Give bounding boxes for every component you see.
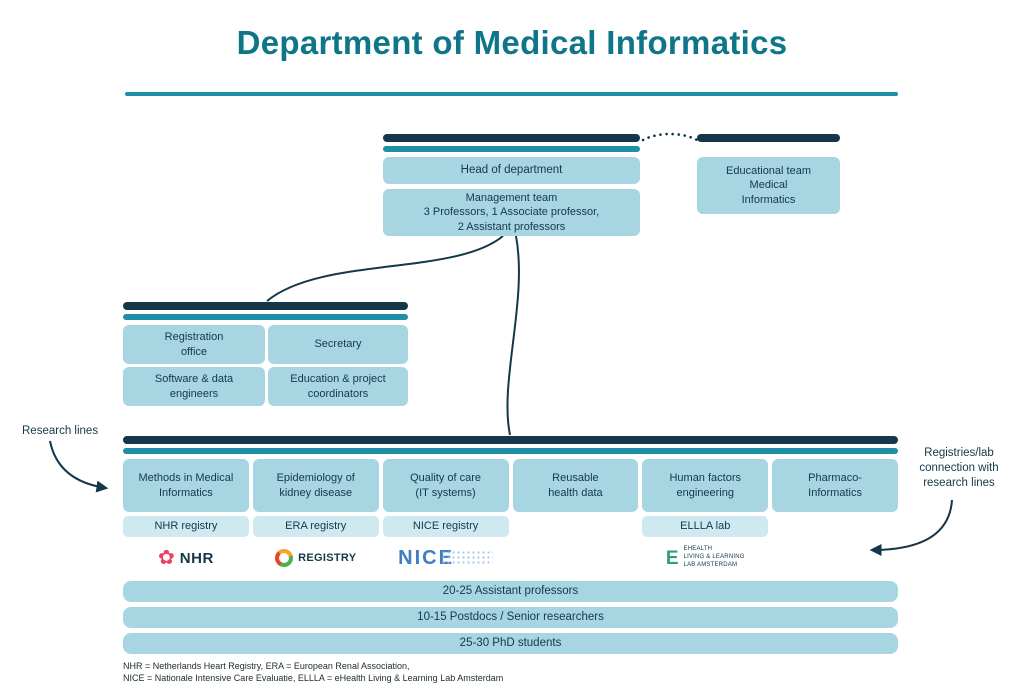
ellla-mark-icon: E [665,547,679,569]
research-lines-arrow [49,440,109,493]
support-group: Registration office Secretary Software &… [123,302,408,406]
era-registry-box: ERA registry [252,516,379,537]
nice-registry-box: NICE registry [382,516,509,537]
nhr-logo-text: NHR [179,549,214,567]
registry-row: NHR registry ERA registry NICE registry … [123,516,898,537]
footnote-line-2: NICE = Nationale Intensive Care Evaluati… [123,673,504,684]
education-project-coordinators-box: Education & project coordinators [268,367,408,406]
head-of-department-box: Head of department [383,157,640,184]
leadership-teal-bar [383,146,640,152]
research-lines-label: Research lines [22,425,99,437]
registration-office-box: Registration office [123,325,265,364]
educational-team-group: Educational team Medical Informatics [697,134,840,214]
phd-students-bar: 25-30 PhD students [123,633,898,654]
research-line-epidemiology: Epidemiology of kidney disease [252,459,379,512]
postdocs-bar: 10-15 Postdocs / Senior researchers [123,607,898,628]
nice-halftone-icon [440,550,493,566]
leadership-group: Head of department Management team 3 Pro… [383,134,640,236]
research-dark-bar [123,436,898,444]
page-title: Department of Medical Informatics [236,24,788,61]
registry-logo-text: REGISTRY [298,552,357,564]
management-team-box: Management team 3 Professors, 1 Associat… [383,189,640,236]
title-divider [125,92,898,96]
ellla-logo: E EHEALTH LIVING & LEARNING LAB AMSTERDA… [642,540,768,576]
secretary-box: Secretary [268,325,408,364]
research-group: Methods in Medical Informatics Epidemiol… [123,436,898,684]
research-line-human-factors: Human factors engineering [642,459,769,512]
research-line-boxes: Methods in Medical Informatics Epidemiol… [123,459,898,512]
logos-row: ✿ NHR REGISTRY NICE E EHEALTH LIVING & L… [123,540,898,576]
research-line-pharmaco-informatics: Pharmaco- Informatics [772,459,898,512]
support-teal-bar [123,314,408,320]
research-teal-bar [123,448,898,454]
leadership-dark-bar [383,134,640,142]
management-to-research-curve [506,235,520,436]
software-data-engineers-box: Software & data engineers [123,367,265,406]
nice-logo-text: NICE [398,546,454,569]
nhr-flower-icon: ✿ [158,547,175,569]
footnote-line-1: NHR = Netherlands Heart Registry, ERA = … [123,661,410,671]
ellla-logo-text: EHEALTH LIVING & LEARNING LAB AMSTERDAM [683,546,745,568]
dotted-connector [641,132,699,142]
research-line-methods: Methods in Medical Informatics [123,459,249,512]
registries-connection-label: Registries/lab connection with research … [919,447,999,489]
registry-logo: REGISTRY [253,540,379,576]
management-to-support-curve [266,235,504,302]
ellla-lab-box: ELLLA lab [642,516,769,537]
support-boxes: Registration office Secretary Software &… [123,325,408,406]
educational-dark-bar [697,134,840,142]
nhr-logo: ✿ NHR [123,540,249,576]
research-line-reusable-health-data: Reusable health data [512,459,639,512]
research-line-quality-of-care: Quality of care (IT systems) [382,459,509,512]
educational-team-box: Educational team Medical Informatics [697,157,840,214]
footnotes: NHR = Netherlands Heart Registry, ERA = … [123,660,898,684]
assistant-professors-bar: 20-25 Assistant professors [123,581,898,602]
support-dark-bar [123,302,408,310]
nhr-registry-box: NHR registry [123,516,249,537]
registry-ring-icon [275,549,294,567]
nice-logo: NICE [383,540,509,576]
